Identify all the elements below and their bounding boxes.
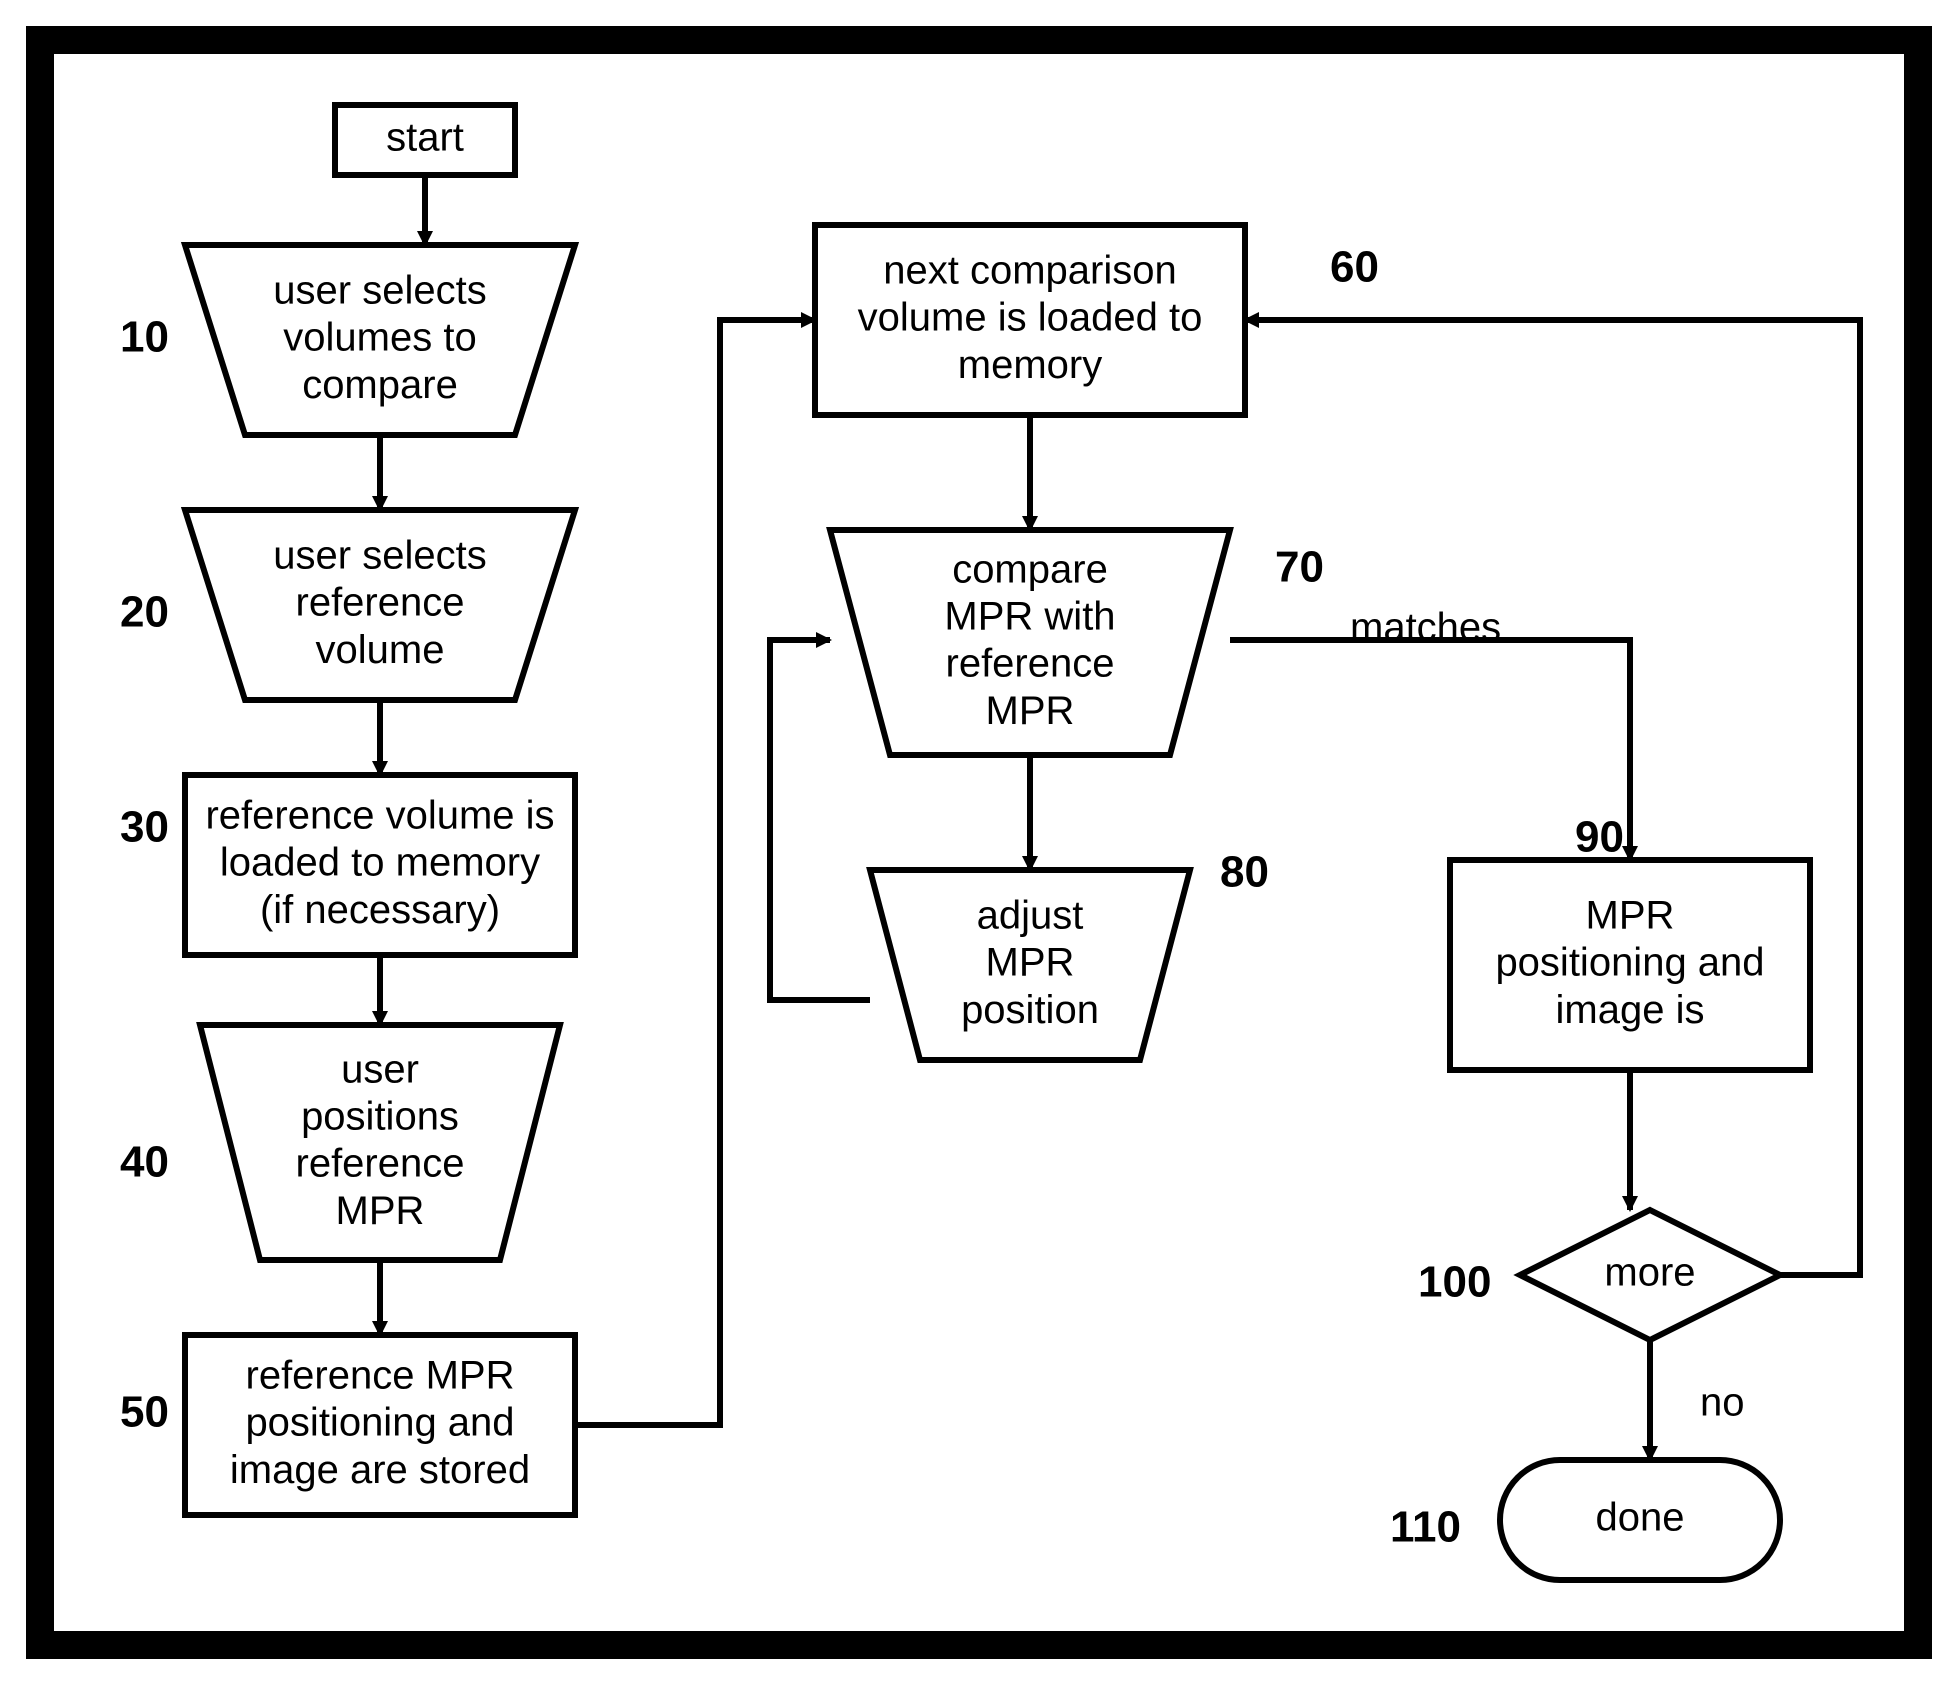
node-text: start xyxy=(386,116,464,160)
label-text: 70 xyxy=(1275,543,1324,592)
node-text: volume is loaded to xyxy=(858,296,1203,340)
node-start: start xyxy=(335,105,515,175)
node-text: loaded to memory xyxy=(220,841,540,885)
node-text: next comparison xyxy=(883,248,1176,292)
node-text: reference volume is xyxy=(205,793,554,837)
node-text: MPR xyxy=(1586,893,1675,937)
node-text: user selects xyxy=(273,533,486,577)
label-text: no xyxy=(1700,1381,1745,1425)
node-n30: reference volume isloaded to memory(if n… xyxy=(185,775,575,955)
node-text: compare xyxy=(302,363,458,407)
node-text: MPR xyxy=(336,1189,425,1233)
node-n50: reference MPRpositioning andimage are st… xyxy=(185,1335,575,1515)
node-text: reference xyxy=(296,1142,465,1186)
label-text: matches xyxy=(1350,606,1501,650)
node-text: volume xyxy=(316,628,445,672)
node-text: memory xyxy=(958,343,1102,387)
label-text: 100 xyxy=(1418,1258,1491,1307)
node-n110: done xyxy=(1500,1460,1780,1580)
node-text: done xyxy=(1596,1496,1685,1540)
node-text: MPR xyxy=(986,941,1075,985)
node-text: user selects xyxy=(273,268,486,312)
node-text: position xyxy=(961,988,1099,1032)
node-n80: adjustMPRposition xyxy=(870,870,1190,1060)
flowchart-canvas: startuser selectsvolumes tocompareuser s… xyxy=(0,0,1958,1685)
node-n20: user selectsreferencevolume xyxy=(185,510,575,700)
node-text: image are stored xyxy=(230,1448,530,1492)
label-text: 50 xyxy=(120,1388,169,1437)
label-text: 80 xyxy=(1220,848,1269,897)
node-n60: next comparisonvolume is loaded tomemory xyxy=(815,225,1245,415)
label-text: 90 xyxy=(1575,813,1624,862)
node-text: reference xyxy=(946,642,1115,686)
label-text: 30 xyxy=(120,803,169,852)
node-text: positioning and xyxy=(1495,941,1764,985)
node-text: user xyxy=(341,1047,419,1091)
node-n90: MPRpositioning andimage is xyxy=(1450,860,1810,1070)
label-text: 60 xyxy=(1330,243,1379,292)
node-text: more xyxy=(1604,1251,1695,1295)
node-text: MPR xyxy=(986,689,1075,733)
node-text: MPR with xyxy=(944,594,1115,638)
node-text: (if necessary) xyxy=(260,888,500,932)
node-text: adjust xyxy=(977,893,1084,937)
node-text: positioning and xyxy=(245,1401,514,1445)
node-text: image is xyxy=(1556,988,1705,1032)
label-text: 10 xyxy=(120,313,169,362)
label-text: 40 xyxy=(120,1138,169,1187)
node-n10: user selectsvolumes tocompare xyxy=(185,245,575,435)
node-text: reference MPR xyxy=(246,1353,515,1397)
node-text: reference xyxy=(296,581,465,625)
node-text: positions xyxy=(301,1094,459,1138)
node-n70: compareMPR withreferenceMPR xyxy=(830,530,1230,755)
node-text: compare xyxy=(952,547,1108,591)
label-text: 20 xyxy=(120,588,169,637)
label-text: 110 xyxy=(1390,1503,1461,1552)
node-n40: userpositionsreferenceMPR xyxy=(200,1025,560,1260)
node-text: volumes to xyxy=(283,316,476,360)
